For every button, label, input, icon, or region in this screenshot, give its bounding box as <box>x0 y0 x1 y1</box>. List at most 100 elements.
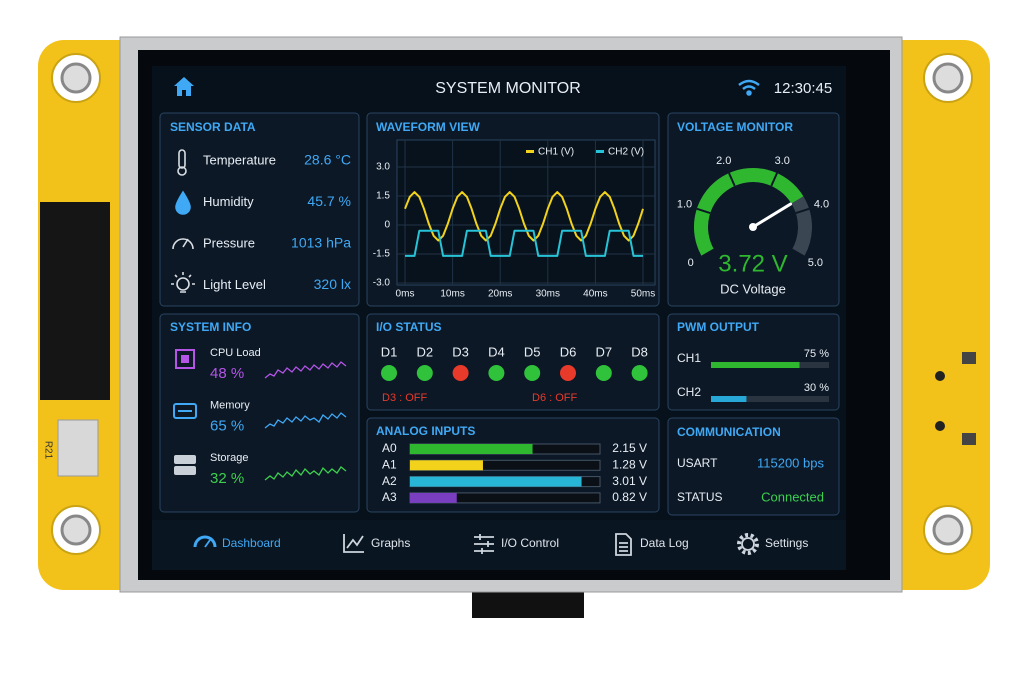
panel-title: PWM OUTPUT <box>677 320 760 334</box>
wifi-icon <box>738 79 760 96</box>
gauge-tick <box>770 172 778 187</box>
sensor-label: Pressure <box>203 235 255 250</box>
mount-hole <box>932 62 964 94</box>
system-value: 48 % <box>210 365 244 382</box>
analog-label: A1 <box>382 457 397 471</box>
pwm-bar <box>711 362 800 368</box>
y-tick-label: -1.5 <box>373 249 391 260</box>
mount-hole <box>932 514 964 546</box>
system-panel <box>159 313 360 513</box>
sensor-panel <box>159 112 360 307</box>
x-tick-label: 10ms <box>440 289 464 300</box>
nav-item[interactable]: Graphs <box>371 536 410 550</box>
sparklines <box>264 361 347 481</box>
legend-swatch <box>596 150 604 153</box>
pin-led <box>595 365 612 381</box>
panel-title: WAVEFORM VIEW <box>376 120 480 134</box>
pad <box>962 352 976 364</box>
pin-label: D7 <box>595 344 612 359</box>
fpc-connector <box>472 592 584 618</box>
pin-label: D8 <box>631 344 648 359</box>
series-line <box>405 229 643 257</box>
gauge-tick <box>728 172 736 187</box>
pin-label: D2 <box>416 344 433 359</box>
io-alert: D6 : OFF <box>532 392 578 404</box>
legend-label: CH1 (V) <box>538 147 574 158</box>
panel-title: SENSOR DATA <box>170 120 256 134</box>
nav-item[interactable]: Dashboard <box>222 536 281 550</box>
pwm-value: 30 % <box>804 382 829 394</box>
panel-title: I/O STATUS <box>376 320 442 334</box>
gauge-value: 3.72 V <box>718 250 787 277</box>
sensor-label: Humidity <box>203 194 254 209</box>
pin-label: D3 <box>452 344 469 359</box>
analog-value: 3.01 V <box>612 474 647 488</box>
gauge-tick <box>791 248 805 258</box>
gauge-tick-label: 2.0 <box>716 155 731 167</box>
pin-label: D1 <box>381 344 398 359</box>
pin-led <box>631 365 648 381</box>
x-tick-label: 30ms <box>536 289 560 300</box>
pin-label: D4 <box>488 344 505 359</box>
comm-panel <box>667 417 840 516</box>
comm-label: USART <box>677 456 718 470</box>
nav-bar <box>152 520 846 570</box>
gauge-subtitle: DC Voltage <box>720 281 786 296</box>
x-tick-label: 0ms <box>396 289 415 300</box>
comm-value: Connected <box>761 489 824 504</box>
clock: 12:30:45 <box>774 80 832 97</box>
legend-label: CH2 (V) <box>608 147 644 158</box>
sensor-label: Temperature <box>203 152 276 167</box>
nav-icons <box>193 533 759 556</box>
panel-title: ANALOG INPUTS <box>376 424 475 438</box>
screen-title: SYSTEM MONITOR <box>435 80 581 97</box>
gauge-tick <box>701 248 715 258</box>
pin-label: D6 <box>560 344 577 359</box>
voltage-panel <box>667 112 840 307</box>
analog-label: A3 <box>382 490 397 504</box>
sensor-label: Light Level <box>203 277 266 292</box>
system-value: 32 % <box>210 470 244 487</box>
pin-led <box>488 365 505 381</box>
y-tick-label: -3.0 <box>373 278 391 289</box>
x-tick-label: 40ms <box>583 289 607 300</box>
analog-bar <box>410 460 483 471</box>
pin-label: D5 <box>524 344 541 359</box>
pwm-track <box>711 396 829 402</box>
pcb-edge <box>920 345 990 460</box>
analog-value: 2.15 V <box>612 441 647 455</box>
system-value: 65 % <box>210 417 244 434</box>
sensor-icons <box>171 149 195 293</box>
home-icon[interactable] <box>174 77 194 96</box>
analog-value: 0.82 V <box>612 490 647 504</box>
pad <box>935 421 945 431</box>
gauge-tick-label: 0 <box>688 257 694 269</box>
nav-item[interactable]: Data Log <box>640 536 689 550</box>
sensor-value: 45.7 % <box>307 193 351 209</box>
y-tick-label: 3.0 <box>376 162 390 173</box>
system-label: Storage <box>210 452 249 464</box>
sensor-value: 320 lx <box>314 276 351 292</box>
io-panel <box>366 313 660 411</box>
analog-bar <box>410 492 457 503</box>
comm-value: 115200 bps <box>757 455 824 470</box>
gauge-needle <box>751 202 793 229</box>
x-tick-label: 50ms <box>631 289 655 300</box>
gauge-hub <box>749 223 757 231</box>
panel-title: COMMUNICATION <box>677 425 781 439</box>
pad <box>962 433 976 445</box>
pwm-label: CH1 <box>677 351 701 365</box>
y-tick-label: 1.5 <box>376 191 390 202</box>
gauge-tick <box>696 207 711 215</box>
analog-label: A0 <box>382 441 397 455</box>
pwm-label: CH2 <box>677 385 701 399</box>
plot-area <box>396 139 656 286</box>
nav-item[interactable]: Settings <box>765 536 808 550</box>
gauge-fill <box>694 168 804 257</box>
y-tick-label: 0 <box>384 220 390 231</box>
nav-item[interactable]: I/O Control <box>501 536 559 550</box>
system-icons <box>173 349 197 475</box>
comm-label: STATUS <box>677 490 723 504</box>
pwm-bar <box>711 396 747 402</box>
pin-led <box>416 365 433 381</box>
